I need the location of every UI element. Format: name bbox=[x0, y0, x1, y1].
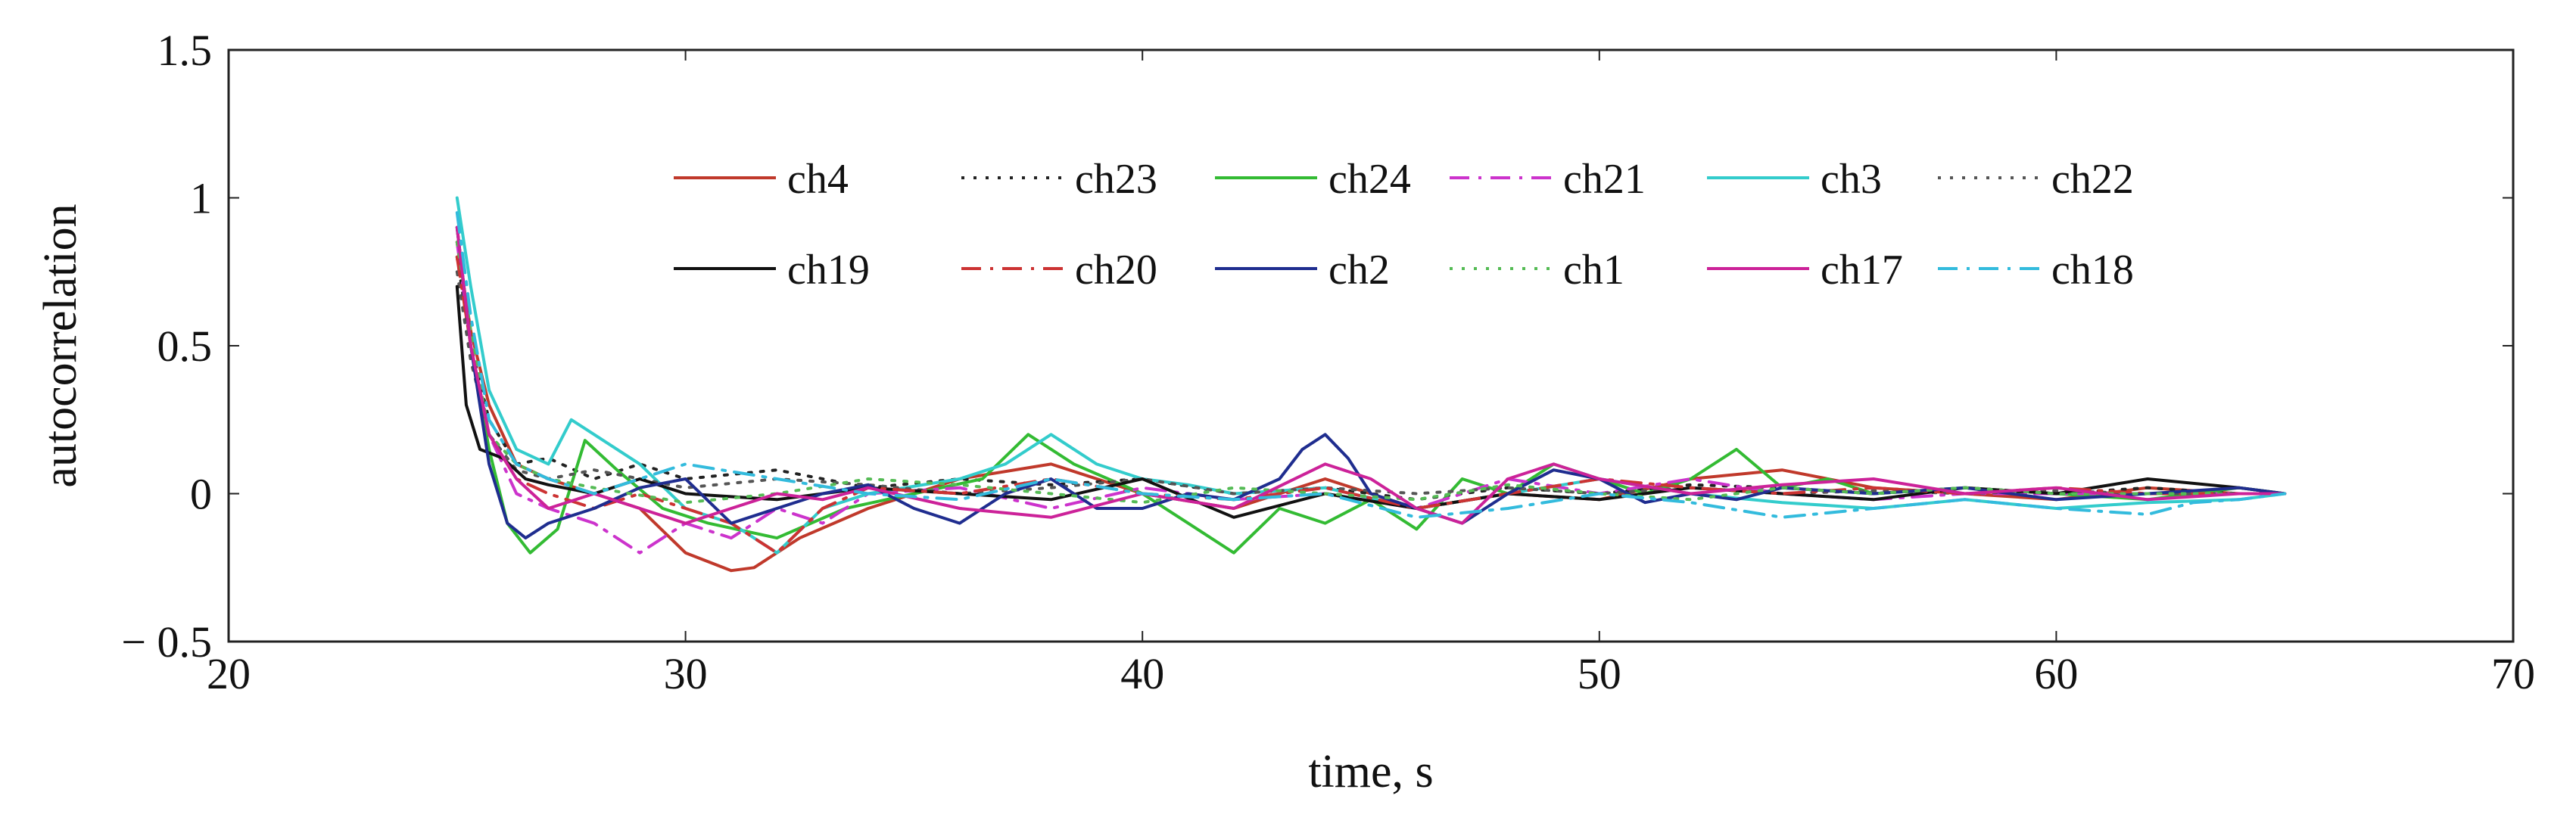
x-tick-label: 20 bbox=[207, 649, 251, 698]
y-tick-label: 0 bbox=[190, 470, 212, 519]
legend-label-ch4: ch4 bbox=[787, 156, 849, 203]
x-tick-label: 50 bbox=[1578, 649, 1621, 698]
series-layer bbox=[455, 196, 2287, 573]
plot-area-frame bbox=[227, 48, 2515, 643]
x-axis-title: time, s bbox=[1308, 746, 1433, 797]
x-tick-label: 60 bbox=[2034, 649, 2078, 698]
legend-label-ch2: ch2 bbox=[1328, 247, 1390, 294]
series-line-ch24 bbox=[455, 225, 2287, 555]
series-line-ch18 bbox=[455, 211, 2287, 519]
series-line-ch19 bbox=[455, 284, 2287, 519]
x-tick-label: 40 bbox=[1120, 649, 1164, 698]
x-tick-label: 70 bbox=[2491, 649, 2535, 698]
legend-label-ch22: ch22 bbox=[2051, 156, 2134, 203]
legend-label-ch1: ch1 bbox=[1563, 247, 1624, 294]
legend-label-ch19: ch19 bbox=[787, 247, 870, 294]
legend-label-ch21: ch21 bbox=[1563, 156, 1646, 203]
legend-label-ch24: ch24 bbox=[1328, 156, 1411, 203]
legend-label-ch17: ch17 bbox=[1821, 247, 1903, 294]
legend-label-ch3: ch3 bbox=[1821, 156, 1882, 203]
legend: ch4 ch23 ch24 ch21 ch3 ch22 ch19 ch20 ch2 ch1 ch17… bbox=[674, 156, 2134, 294]
y-tick-label: 1 bbox=[190, 174, 212, 223]
y-tick-label: 1.5 bbox=[157, 26, 213, 75]
series-line-ch3 bbox=[455, 196, 2287, 555]
legend-label-ch18: ch18 bbox=[2051, 247, 2134, 294]
legend-label-ch20: ch20 bbox=[1075, 247, 1157, 294]
series-line-ch22 bbox=[455, 270, 2287, 496]
axes-layer: 20 30 40 50 60 70 − 0.5 0 0.5 1 1.5 bbox=[121, 26, 2535, 698]
y-axis-title: autocorrelation bbox=[35, 204, 86, 487]
y-tick-label: 0.5 bbox=[157, 322, 213, 371]
x-tick-label: 30 bbox=[664, 649, 708, 698]
y-tick-label: − 0.5 bbox=[121, 617, 212, 667]
legend-label-ch23: ch23 bbox=[1075, 156, 1157, 203]
